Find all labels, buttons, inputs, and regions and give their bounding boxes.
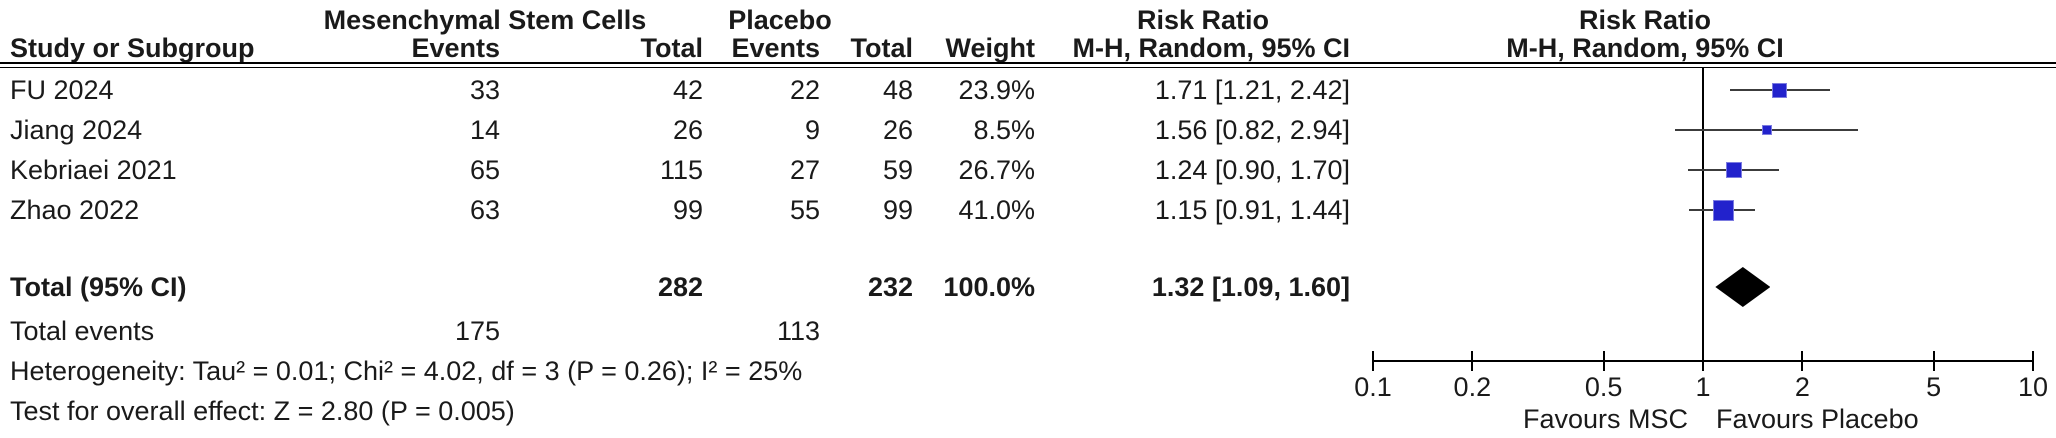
col-header-events-placebo: Events — [731, 33, 820, 63]
x-axis-tick-label: 0.5 — [1584, 372, 1623, 402]
total-row-weight: 100.0% — [943, 272, 1035, 302]
col-header-total-msc: Total — [640, 33, 704, 63]
total-row-n-msc: 282 — [657, 272, 703, 302]
overall-effect-test: Test for overall effect: Z = 2.80 (P = 0… — [10, 396, 515, 426]
total-events-msc: 175 — [454, 316, 500, 346]
weight-value: 23.9% — [958, 75, 1035, 105]
rr-ci-value: 1.24 [0.90, 1.70] — [1154, 155, 1350, 185]
null-effect-line — [1702, 68, 1704, 361]
col-header-study: Study or Subgroup — [10, 33, 255, 63]
col-header-ci-plot: M-H, Random, 95% CI — [1506, 33, 1784, 63]
weight-value: 26.7% — [958, 155, 1035, 185]
total-plac: 99 — [882, 195, 913, 225]
total-plac: 26 — [882, 115, 913, 145]
group2-header: Placebo — [728, 5, 832, 35]
total-events-label: Total events — [10, 316, 155, 346]
x-axis-tick — [1602, 351, 1605, 371]
favours-left-label: Favours MSC — [1522, 404, 1688, 434]
rr-ci-value: 1.71 [1.21, 2.42] — [1154, 75, 1350, 105]
x-axis-tick-label: 10 — [2017, 372, 2049, 402]
total-events-plac: 113 — [776, 316, 820, 346]
study-label: FU 2024 — [10, 75, 114, 105]
events-msc: 33 — [469, 75, 500, 105]
events-plac: 27 — [789, 155, 820, 185]
events-msc: 65 — [469, 155, 500, 185]
x-axis-tick-label: 0.2 — [1453, 372, 1492, 402]
study-label: Zhao 2022 — [10, 195, 140, 225]
col-header-total-placebo: Total — [850, 33, 914, 63]
events-plac: 55 — [789, 195, 820, 225]
total-msc: 42 — [672, 75, 703, 105]
total-msc: 26 — [672, 115, 703, 145]
header-separator-line-2 — [0, 67, 2056, 68]
risk-ratio-header-text-col: Risk Ratio — [1136, 5, 1270, 35]
x-axis-tick-label: 5 — [1926, 372, 1942, 402]
rr-ci-value: 1.15 [0.91, 1.44] — [1154, 195, 1350, 225]
x-axis-tick — [1372, 351, 1374, 371]
effect-square — [1773, 83, 1787, 97]
weight-value: 41.0% — [958, 195, 1035, 225]
weight-value: 8.5% — [973, 115, 1035, 145]
study-label: Kebriaei 2021 — [10, 155, 177, 185]
col-header-events-msc: Events — [411, 33, 500, 63]
col-header-weight: Weight — [945, 33, 1036, 63]
x-axis-tick-label: 0.1 — [1354, 372, 1392, 402]
total-plac: 48 — [882, 75, 913, 105]
study-label: Jiang 2024 — [10, 115, 143, 145]
x-axis-tick — [2032, 351, 2034, 371]
risk-ratio-header-plot-col: Risk Ratio — [1578, 5, 1712, 35]
total-plac: 59 — [882, 155, 913, 185]
effect-square — [1713, 200, 1733, 220]
group1-header: Mesenchymal Stem Cells — [323, 5, 647, 35]
heterogeneity-stats: Heterogeneity: Tau² = 0.01; Chi² = 4.02,… — [10, 356, 803, 386]
events-plac: 22 — [789, 75, 820, 105]
col-header-ci-text: M-H, Random, 95% CI — [1072, 33, 1350, 63]
total-msc: 99 — [672, 195, 703, 225]
events-msc: 14 — [469, 115, 500, 145]
x-axis-tick-label: 1 — [1695, 372, 1711, 402]
total-row-label: Total (95% CI) — [10, 272, 187, 302]
favours-right-label: Favours Placebo — [1716, 404, 1919, 434]
total-diamond — [1715, 267, 1771, 307]
total-msc: 115 — [659, 155, 703, 185]
effect-square — [1762, 126, 1771, 134]
x-axis-tick — [1471, 351, 1474, 371]
x-axis-tick — [1702, 351, 1704, 371]
total-row-ci: 1.32 [1.09, 1.60] — [1151, 272, 1350, 302]
x-axis-tick — [1932, 351, 1935, 371]
x-axis-tick-label: 2 — [1794, 372, 1810, 402]
rr-ci-value: 1.56 [0.82, 2.94] — [1154, 115, 1350, 145]
events-plac: 9 — [804, 115, 820, 145]
x-axis-tick — [1801, 351, 1804, 371]
effect-square — [1726, 163, 1741, 177]
header-separator-line — [0, 62, 2056, 64]
events-msc: 63 — [469, 195, 500, 225]
total-row-n-plac: 232 — [867, 272, 913, 302]
